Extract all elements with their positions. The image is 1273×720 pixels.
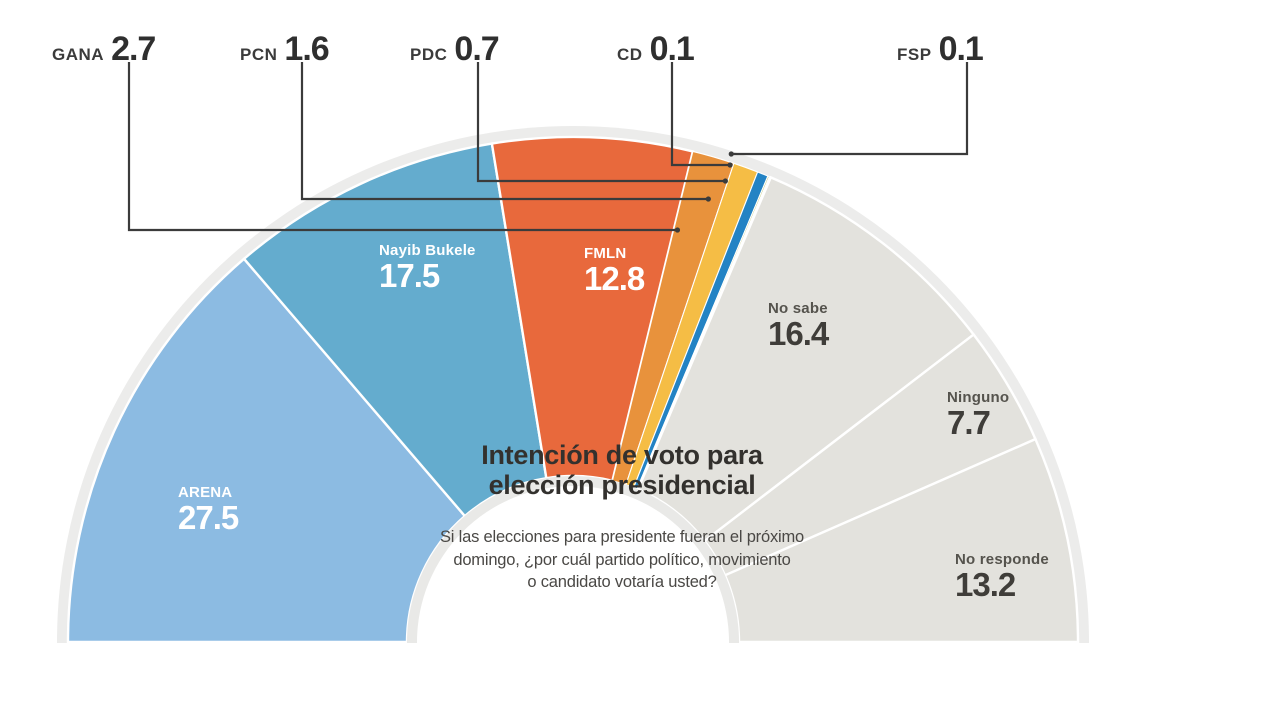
callout-cd: CD 0.1 xyxy=(617,30,695,69)
chart-question: Si las elecciones para presidente fueran… xyxy=(372,526,872,593)
slice-label-fmln: FMLN 12.8 xyxy=(584,245,645,298)
slice-name: Ninguno xyxy=(947,389,1010,406)
callout-value: 1.6 xyxy=(284,30,329,68)
slice-value: 7.7 xyxy=(947,404,991,441)
leader-line-pcn xyxy=(300,62,709,201)
leader-line-cd xyxy=(670,62,731,167)
slice-value: 12.8 xyxy=(584,260,645,297)
slice-name: No sabe xyxy=(768,300,828,317)
callout-party-label: PDC xyxy=(410,45,448,64)
chart-title: Intención de voto para elección presiden… xyxy=(372,440,872,500)
callout-pdc: PDC 0.7 xyxy=(410,30,500,69)
center-caption: Intención de voto para elección presiden… xyxy=(372,440,872,593)
slice-label-no-sabe: No sabe 16.4 xyxy=(768,300,829,353)
leader-endpoint-fsp xyxy=(728,151,734,157)
question-line2: domingo, ¿por cuál partido político, mov… xyxy=(453,550,791,569)
callout-value: 0.7 xyxy=(454,30,499,68)
slice-label-arena: ARENA 27.5 xyxy=(178,484,239,537)
callout-gana: GANA 2.7 xyxy=(52,30,156,69)
slice-group xyxy=(66,135,1080,643)
leader-lines xyxy=(127,62,969,233)
leader-endpoint-cd xyxy=(727,162,733,168)
question-line1: Si las elecciones para presidente fueran… xyxy=(439,528,804,547)
chart-title-line2: elección presidencial xyxy=(488,470,756,501)
leader-line-pdc xyxy=(476,62,726,183)
callout-fsp: FSP 0.1 xyxy=(897,30,984,69)
slice-name: No responde xyxy=(955,551,1049,568)
callout-party-label: PCN xyxy=(240,45,278,64)
slice-label-no-responde: No responde 13.2 xyxy=(955,551,1049,604)
slice-name: FMLN xyxy=(584,245,627,262)
callout-value: 0.1 xyxy=(649,30,695,68)
center-hole xyxy=(417,486,729,643)
slice-name: ARENA xyxy=(178,484,233,501)
slice-value: 13.2 xyxy=(955,566,1016,603)
slice-value: 17.5 xyxy=(379,257,440,294)
chart-title-line1: Intención de voto para xyxy=(481,440,763,470)
slice-label-nayib-bukele: Nayib Bukele 17.5 xyxy=(379,242,476,295)
leader-endpoint-pcn xyxy=(705,196,711,202)
slice-name: Nayib Bukele xyxy=(379,242,476,259)
leader-endpoint-gana xyxy=(674,227,681,233)
chart-geometry xyxy=(57,126,1089,643)
leader-line-gana xyxy=(127,62,678,232)
leader-endpoint-pdc xyxy=(722,178,728,184)
slice-value: 27.5 xyxy=(178,499,239,536)
slice-label-ninguno: Ninguno 7.7 xyxy=(947,389,1009,442)
callout-party-label: GANA xyxy=(52,45,105,64)
slice-value: 16.4 xyxy=(768,315,829,352)
callout-party-label: CD xyxy=(617,45,643,64)
leader-line-fsp xyxy=(731,62,969,156)
callout-value: 2.7 xyxy=(111,30,156,68)
callout-party-label: FSP xyxy=(897,45,932,64)
question-line3: o candidato votaría usted? xyxy=(527,573,717,591)
callout-value: 0.1 xyxy=(938,30,984,68)
callout-pcn: PCN 1.6 xyxy=(240,30,330,69)
